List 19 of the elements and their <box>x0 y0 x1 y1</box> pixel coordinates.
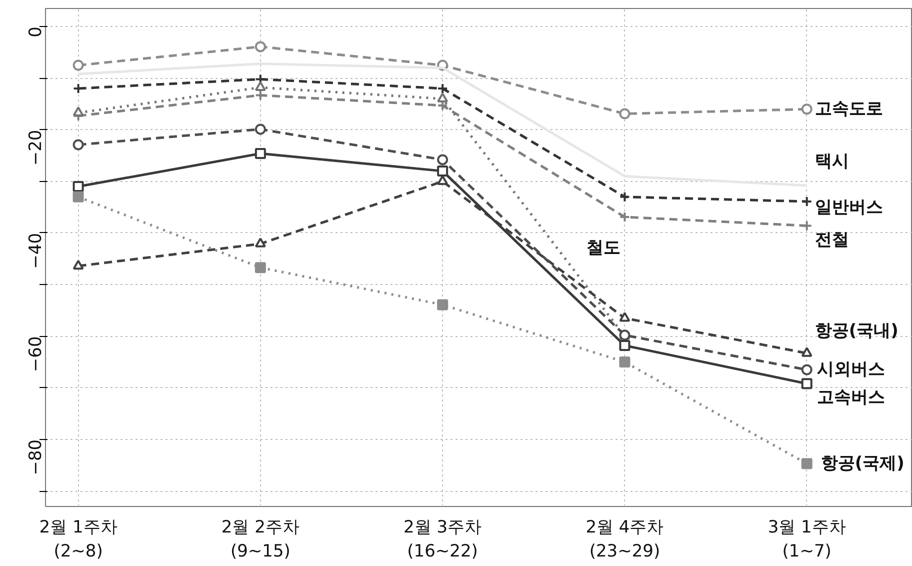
series-label: 시외버스 <box>816 360 885 380</box>
y-tick-label: −80 <box>26 439 46 476</box>
series-label: 항공(국내) <box>814 321 898 342</box>
series-label: 일반버스 <box>814 198 883 218</box>
y-tick-label: −40 <box>26 232 46 269</box>
x-tick-label: 2월 3주차 (16~22) <box>404 518 482 562</box>
y-tick-label: −20 <box>26 130 46 166</box>
x-tick-label: 3월 1주차 (1~7) <box>768 518 846 562</box>
y-tick-label: −60 <box>26 336 46 372</box>
series-label: 항공(국제) <box>820 454 904 474</box>
series-label: 전철 <box>814 230 849 250</box>
series-label: 고속도로 <box>814 99 883 120</box>
series-label: 철도 <box>586 238 621 258</box>
series-label: 고속버스 <box>816 388 885 408</box>
x-tick-label: 2월 4주차 (23~29) <box>586 518 664 562</box>
x-tick-label: 2월 2주차 (9~15) <box>221 518 300 562</box>
x-tick-label: 2월 1주차 (2~8) <box>39 518 118 562</box>
y-tick-label: 0 <box>26 26 46 38</box>
series-label: 택시 <box>814 152 849 172</box>
